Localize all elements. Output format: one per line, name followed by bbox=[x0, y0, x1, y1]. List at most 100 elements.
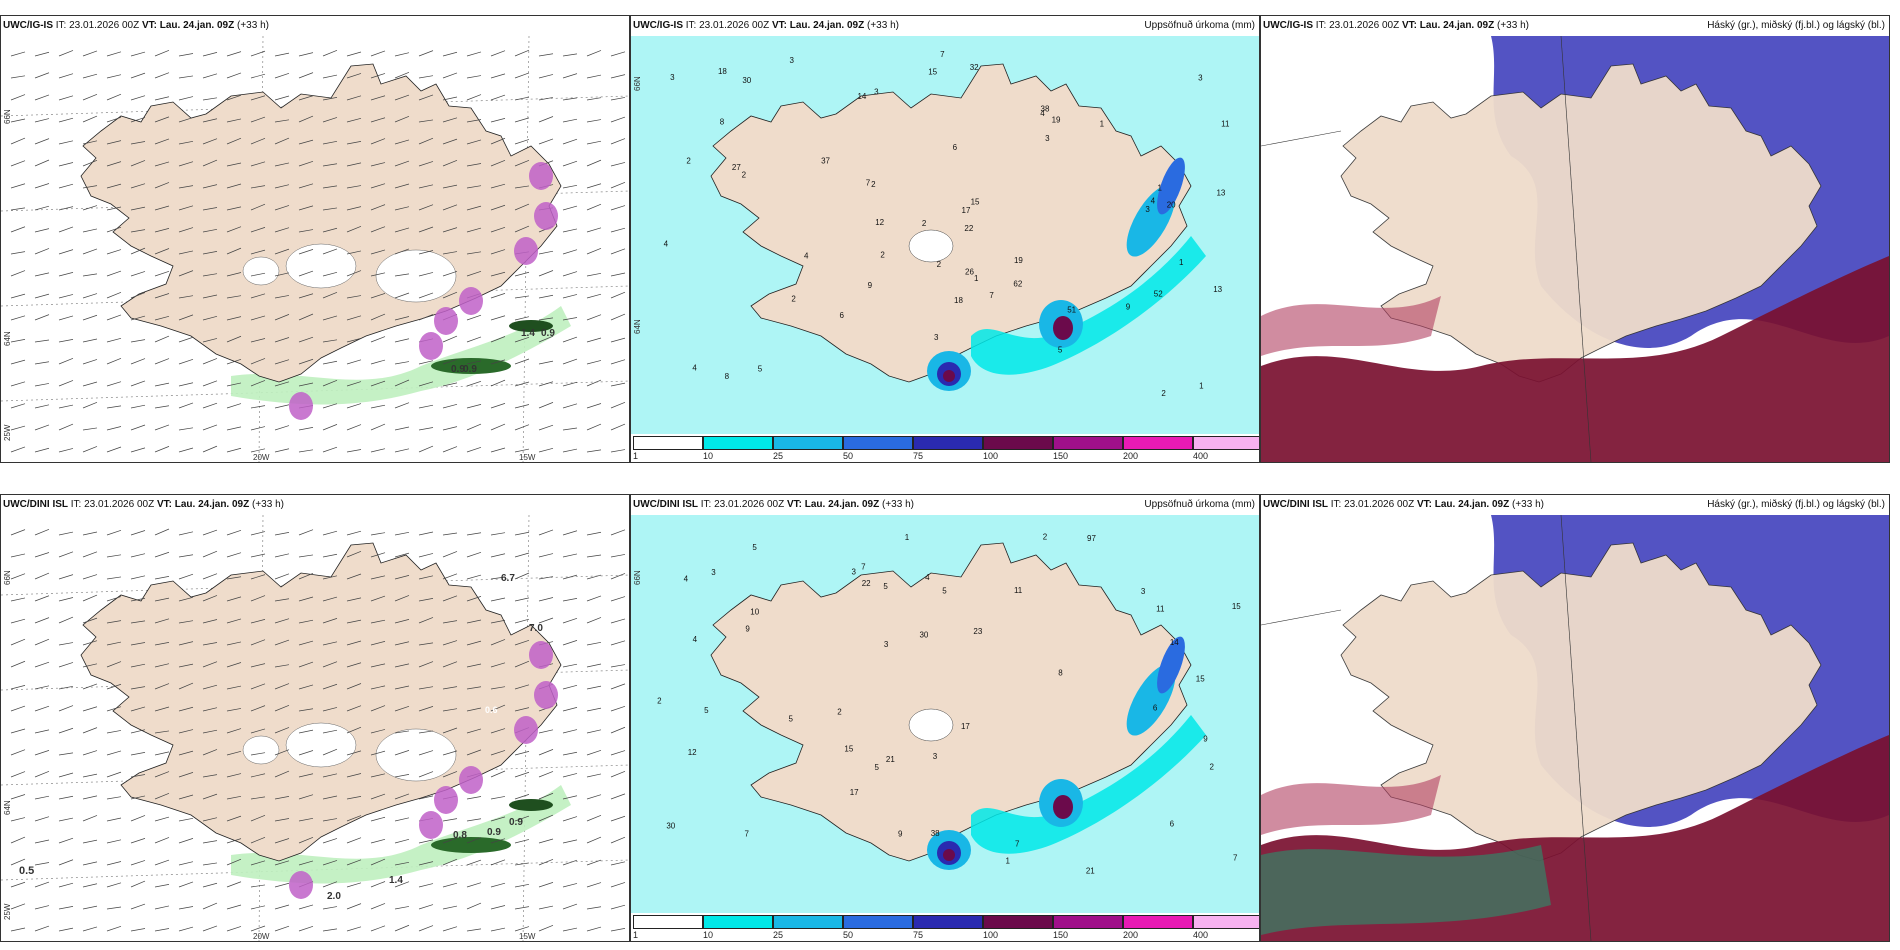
wind-barb bbox=[58, 162, 74, 167]
colorbar-swatch bbox=[1053, 915, 1123, 929]
wind-barb bbox=[514, 707, 530, 712]
wind-barb bbox=[490, 73, 506, 79]
wind-barb bbox=[202, 550, 218, 558]
precip-value-label: 9 bbox=[898, 829, 903, 838]
wind-barb bbox=[610, 683, 626, 690]
wind-barb bbox=[250, 50, 266, 57]
wind-barb bbox=[370, 903, 386, 910]
wind-barb bbox=[610, 815, 626, 822]
wind-barb bbox=[586, 574, 602, 580]
wind-barb bbox=[250, 837, 266, 844]
wind-barb bbox=[10, 836, 26, 844]
wind-barb bbox=[370, 162, 386, 167]
colorbar-swatch bbox=[983, 436, 1053, 450]
wind-barb bbox=[586, 617, 602, 624]
wind-barb bbox=[274, 573, 290, 580]
wind-barb bbox=[538, 74, 554, 79]
wind-barb bbox=[10, 160, 26, 167]
precip-value-label: 4 bbox=[664, 240, 669, 249]
wind-barb bbox=[346, 141, 362, 145]
wind-barb bbox=[106, 771, 122, 778]
wind-barb bbox=[178, 358, 194, 365]
wind-barb bbox=[346, 662, 362, 668]
wind-barb bbox=[34, 862, 50, 866]
wind-barb bbox=[274, 272, 290, 277]
wind-barb bbox=[610, 664, 626, 668]
precip-value-label: 5 bbox=[704, 706, 709, 715]
wind-barb bbox=[562, 729, 578, 734]
wind-barb bbox=[202, 925, 218, 932]
wind-barb bbox=[514, 316, 530, 321]
wind-barb bbox=[562, 883, 578, 888]
wind-barb bbox=[514, 225, 530, 233]
colorbar-label: 200 bbox=[1123, 451, 1139, 461]
precip-value-label: 4 bbox=[1040, 109, 1045, 118]
lat-label: 25W bbox=[3, 903, 12, 920]
colorbar-swatch bbox=[633, 436, 703, 450]
precip-value-label: 5 bbox=[758, 365, 763, 374]
wind-barb bbox=[130, 642, 146, 646]
precip-value-label: 1 bbox=[1005, 857, 1010, 866]
wind-barb bbox=[418, 75, 434, 79]
wind-barb bbox=[298, 229, 314, 233]
icing-core bbox=[431, 837, 511, 853]
wind-barb bbox=[346, 270, 362, 277]
wind-barb bbox=[10, 660, 26, 668]
colorbar-label: 50 bbox=[843, 451, 854, 461]
wind-barb bbox=[322, 530, 338, 536]
wind-barb bbox=[466, 314, 482, 321]
wind-barb bbox=[586, 272, 602, 277]
wind-barb bbox=[82, 683, 98, 690]
precip-value-label: 15 bbox=[1196, 675, 1205, 684]
wind-barb bbox=[394, 316, 410, 321]
precip-value-label: 2 bbox=[1161, 389, 1166, 398]
panel-right-title: Háský (gr.), miðský (fj.bl.) og lágský (… bbox=[1707, 499, 1885, 510]
icing-blob bbox=[514, 237, 538, 265]
wind-barb bbox=[610, 248, 626, 255]
wind-barb bbox=[82, 640, 98, 646]
wind-barb bbox=[298, 837, 314, 844]
wind-barb bbox=[10, 529, 26, 536]
wind-barb bbox=[418, 839, 434, 844]
wind-barb bbox=[346, 750, 362, 756]
icing-area bbox=[231, 785, 571, 884]
precip-value-label: 8 bbox=[725, 372, 730, 381]
wind-barb bbox=[466, 446, 482, 453]
wind-barb bbox=[562, 53, 578, 57]
wind-barb bbox=[394, 730, 410, 734]
lon-label: 15W bbox=[519, 453, 536, 462]
wind-barb bbox=[82, 50, 98, 57]
wind-barb bbox=[346, 359, 362, 365]
wind-barb bbox=[490, 379, 506, 387]
wind-barb bbox=[130, 706, 146, 712]
wind-barb bbox=[562, 403, 578, 409]
wind-barb bbox=[274, 119, 290, 123]
wind-barb bbox=[226, 183, 242, 189]
panel-header: UWC/DINI ISL IT: 23.01.2026 00Z VT: Lau.… bbox=[633, 499, 914, 510]
wind-barb bbox=[514, 751, 530, 756]
wind-barb bbox=[274, 838, 290, 844]
wind-barb bbox=[346, 926, 362, 932]
wind-barb bbox=[250, 380, 266, 387]
wind-barb bbox=[130, 553, 146, 558]
wind-barb bbox=[442, 403, 458, 409]
precip-value-label: 6 bbox=[953, 143, 958, 152]
wind-barb bbox=[10, 381, 26, 387]
wind-barb bbox=[10, 293, 26, 299]
wind-barb bbox=[466, 380, 482, 387]
wind-barb bbox=[250, 619, 266, 624]
wind-barb bbox=[442, 159, 458, 167]
wind-barb bbox=[298, 708, 314, 712]
precip-value-label: 62 bbox=[1013, 280, 1022, 289]
precip-value-label: 52 bbox=[1154, 289, 1163, 298]
wind-barb bbox=[490, 271, 506, 277]
wind-barb bbox=[586, 203, 602, 211]
wind-barb bbox=[226, 576, 242, 580]
wind-barb bbox=[586, 119, 602, 123]
wind-barb bbox=[562, 249, 578, 255]
wind-barb bbox=[586, 140, 602, 145]
panel-bottom-middle: UWC/DINI ISL IT: 23.01.2026 00Z VT: Lau.… bbox=[630, 494, 1260, 942]
wind-barb bbox=[178, 861, 194, 866]
graticule-line bbox=[522, 515, 530, 941]
precip-value-label: 17 bbox=[962, 206, 971, 215]
